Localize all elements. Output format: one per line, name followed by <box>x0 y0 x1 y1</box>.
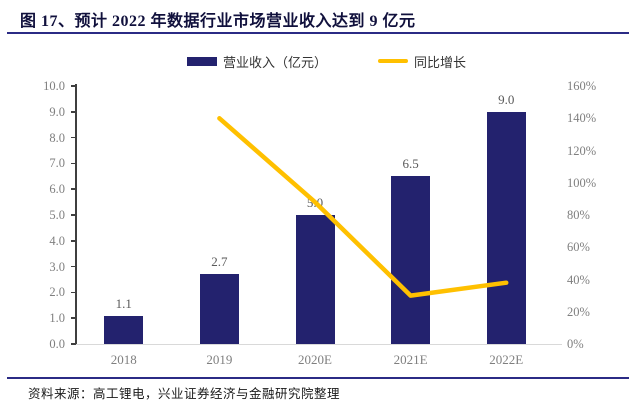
chart-legend: 营业收入（亿元） 同比增长 <box>0 51 636 71</box>
footer-divider <box>7 377 629 379</box>
legend-label-revenue: 营业收入（亿元） <box>223 54 328 70</box>
left-axis-tick-label: 4.0 <box>49 233 65 248</box>
left-axis-tick-label: 2.0 <box>49 285 65 300</box>
left-axis-tick-mark <box>71 85 75 87</box>
line-series-swatch <box>378 59 408 63</box>
value-axis-line <box>75 84 77 345</box>
revenue-bar <box>104 315 144 344</box>
left-axis-tick-label: 10.0 <box>43 79 65 93</box>
left-axis-tick-label: 0.0 <box>49 337 65 351</box>
right-axis-tick-label: 160% <box>567 79 597 93</box>
growth-line <box>217 116 509 298</box>
legend-item-revenue: 营业收入（亿元） <box>187 51 327 71</box>
left-axis-tick-mark <box>71 317 75 319</box>
right-axis-tick-label: 40% <box>567 272 590 287</box>
left-axis-tick-label: 9.0 <box>49 104 65 119</box>
left-axis-tick-mark <box>71 343 75 345</box>
bar-data-label: 6.5 <box>402 156 419 172</box>
right-axis-tick-label: 100% <box>567 175 597 190</box>
right-axis-tick-label: 20% <box>567 304 590 319</box>
right-axis-tick-label: 60% <box>567 240 590 255</box>
left-axis-tick-label: 7.0 <box>49 156 65 171</box>
bar-data-label: 9.0 <box>498 91 515 107</box>
legend-label-growth: 同比增长 <box>414 54 467 70</box>
revenue-bar <box>295 215 335 344</box>
revenue-bar <box>486 111 526 344</box>
title-underline <box>7 32 629 34</box>
figure-title: 图 17、预计 2022 年数据行业市场营业收入达到 9 亿元 <box>20 13 416 30</box>
left-axis-tick-mark <box>71 162 75 165</box>
left-axis-tick-label: 5.0 <box>49 208 65 222</box>
left-axis-tick-mark <box>71 111 75 113</box>
legend-item-growth: 同比增长 <box>378 51 466 71</box>
bar-series-swatch <box>187 56 217 66</box>
left-axis-tick-mark <box>71 265 75 268</box>
left-axis-tick-mark <box>71 136 75 139</box>
category-axis-label: 2019 <box>206 352 233 367</box>
left-axis-tick-label: 3.0 <box>49 259 65 274</box>
x-axis-baseline <box>76 344 562 345</box>
left-axis-tick-mark <box>71 188 75 190</box>
category-axis-label: 2018 <box>110 352 137 367</box>
left-axis-tick-mark <box>71 291 75 294</box>
revenue-bar <box>199 274 239 344</box>
left-axis-tick-mark <box>71 214 75 216</box>
category-axis-label: 2022E <box>489 352 524 367</box>
category-axis-label: 2021E <box>393 352 428 367</box>
category-axis-label: 2020E <box>298 352 332 367</box>
left-axis-tick-label: 8.0 <box>49 130 65 145</box>
right-axis-tick-label: 120% <box>567 143 597 158</box>
left-axis-tick-label: 6.0 <box>49 182 65 197</box>
source-note: 资料来源：高工锂电，兴业证券经济与金融研究院整理 <box>28 387 341 400</box>
left-axis-tick-label: 1.0 <box>49 311 65 326</box>
right-axis-tick-label: 80% <box>567 208 590 222</box>
left-axis-tick-mark <box>71 240 75 242</box>
bar-data-label: 1.1 <box>115 295 132 311</box>
right-axis-tick-label: 140% <box>567 111 597 126</box>
revenue-bar <box>391 176 431 344</box>
bar-data-label: 2.7 <box>211 254 228 270</box>
right-axis-tick-label: 0% <box>567 337 584 351</box>
